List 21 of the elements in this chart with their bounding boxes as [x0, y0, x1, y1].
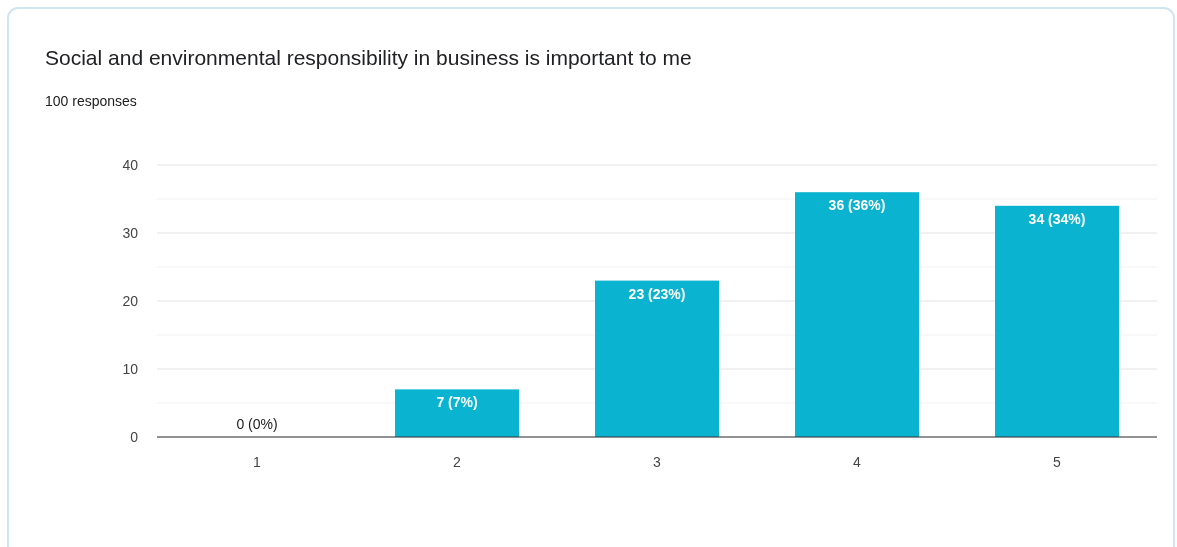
chart-subtitle: 100 responses [45, 93, 137, 109]
data-label: 7 (7%) [436, 394, 478, 411]
x-tick-label: 1 [253, 454, 262, 470]
x-tick-label: 5 [1053, 454, 1062, 470]
data-label: 0 (0%) [236, 416, 278, 432]
data-label: 36 (36%) [828, 197, 886, 214]
x-tick-label: 3 [653, 454, 662, 470]
bar [395, 389, 519, 437]
bar [595, 280, 719, 437]
bar [995, 205, 1119, 437]
y-tick-label: 20 [122, 293, 139, 309]
data-label: 34 (34%) [1028, 210, 1086, 227]
y-tick-label: 30 [122, 225, 139, 241]
y-tick-label: 10 [122, 361, 139, 377]
y-tick-label: 40 [122, 157, 139, 173]
y-tick-label: 0 [130, 429, 139, 445]
bar [795, 192, 919, 437]
chart-title: Social and environmental responsibility in business is important to me [45, 46, 692, 69]
x-tick-label: 4 [853, 454, 862, 470]
x-tick-label: 2 [453, 454, 462, 470]
data-label: 23 (23%) [628, 285, 686, 302]
